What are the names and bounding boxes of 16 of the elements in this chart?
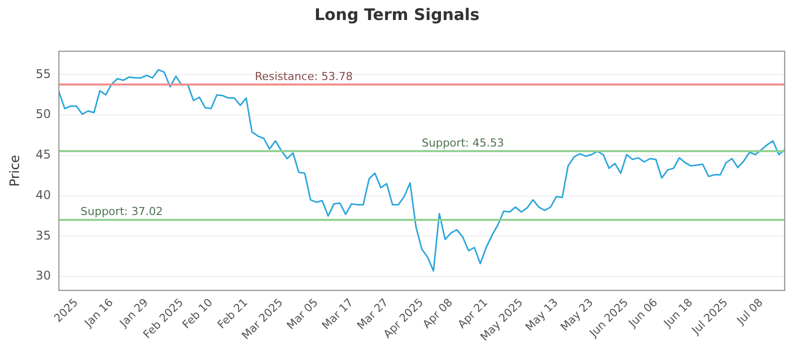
ref-line-label: Support: 45.53 (422, 136, 504, 150)
ref-line-label: Support: 37.02 (80, 205, 163, 218)
y-tick-label: 55 (36, 66, 51, 81)
x-tick-label: Mar 17 (319, 296, 356, 332)
x-tick-label: Jun 06 (626, 296, 660, 330)
y-tick-label: 45 (36, 148, 51, 162)
y-axis-title: Price (8, 154, 24, 187)
x-tick-label: Jan 16 (81, 296, 116, 330)
y-tick-label: 30 (36, 268, 51, 283)
y-tick-label: 50 (36, 107, 51, 122)
y-tick-label: 40 (36, 188, 51, 202)
y-tick-label: 35 (36, 228, 51, 242)
x-tick-label: Jul 08 (734, 296, 766, 328)
chart-title: Long Term Signals (314, 4, 480, 24)
ref-line-label: Resistance: 53.78 (254, 70, 353, 83)
x-tick-label: Mar 05 (284, 296, 321, 332)
